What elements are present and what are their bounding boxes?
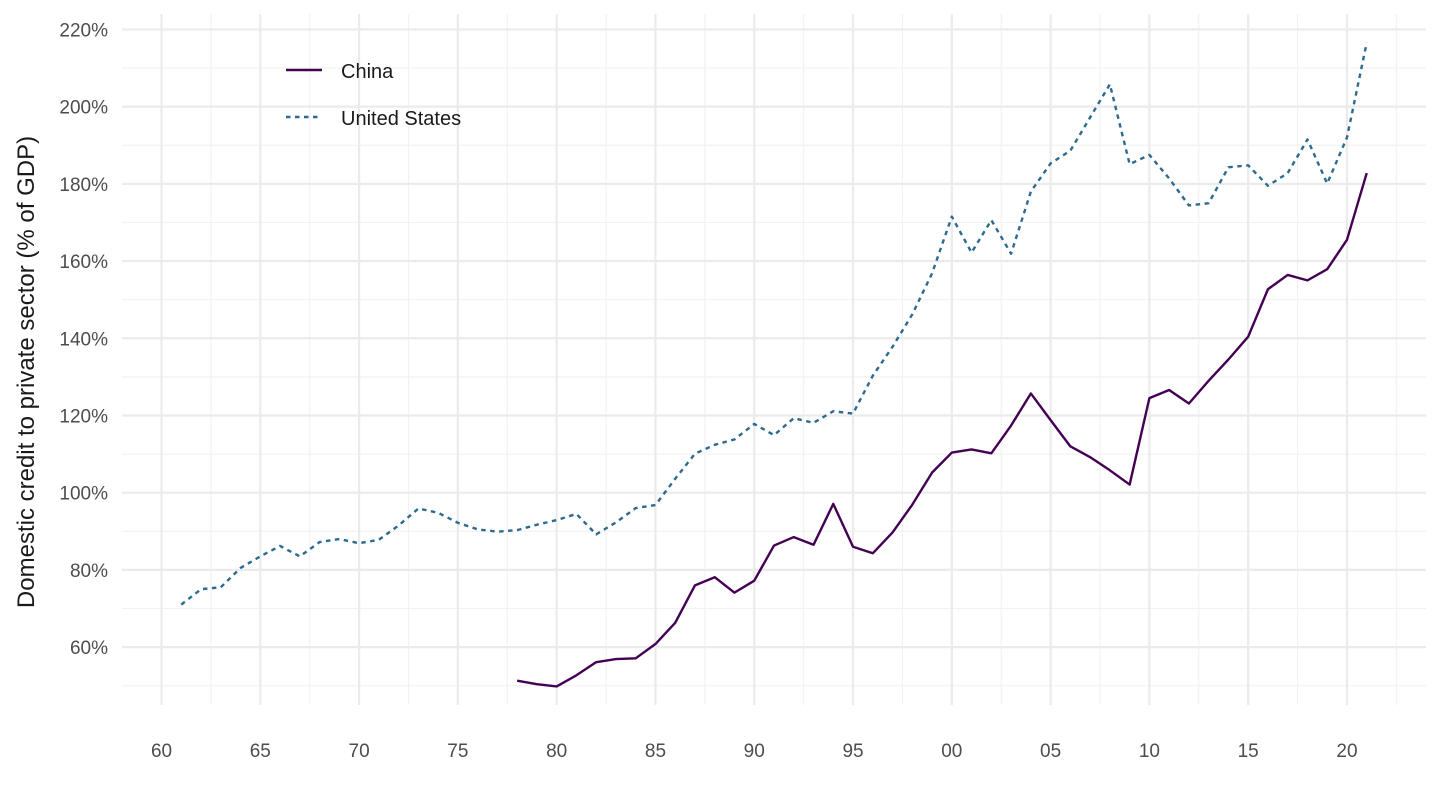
legend-label-china: China [341,61,394,83]
y-tick-label-180: 180% [59,175,108,196]
series-lines [180,42,1368,688]
y-tick-label-80: 80% [70,561,108,582]
x-tick-label-10: 10 [1139,741,1160,762]
x-tick-label-85: 85 [645,741,666,762]
y-tick-label-100: 100% [59,484,108,505]
x-tick-label-70: 70 [349,741,370,762]
y-axis-tick-labels: 60% 80% 100% 120% 140% 160% 180% 200% 220% [59,20,108,659]
x-tick-label-00: 00 [941,741,962,762]
x-axis-tick-labels: 60 65 70 75 80 85 90 95 00 05 10 15 20 [151,741,1358,762]
y-tick-label-60: 60% [70,638,108,659]
y-tick-label-220: 220% [59,20,108,41]
y-tick-label-140: 140% [59,329,108,350]
y-tick-label-200: 200% [59,98,108,119]
x-tick-label-80: 80 [546,741,567,762]
x-tick-label-05: 05 [1040,741,1061,762]
x-tick-label-90: 90 [744,741,765,762]
major-gridlines [122,14,1426,705]
y-tick-label-120: 120% [59,406,108,427]
legend: China United States [286,61,461,130]
x-tick-label-65: 65 [250,741,271,762]
x-tick-label-95: 95 [842,741,863,762]
series-line-china [516,172,1368,688]
x-tick-label-20: 20 [1336,741,1357,762]
legend-label-united-states: United States [341,108,461,130]
x-tick-label-60: 60 [151,741,172,762]
minor-gridlines [122,14,1426,705]
y-tick-label-160: 160% [59,252,108,273]
x-tick-label-75: 75 [447,741,468,762]
y-axis-title: Domestic credit to private sector (% of … [13,136,40,608]
x-tick-label-15: 15 [1238,741,1259,762]
